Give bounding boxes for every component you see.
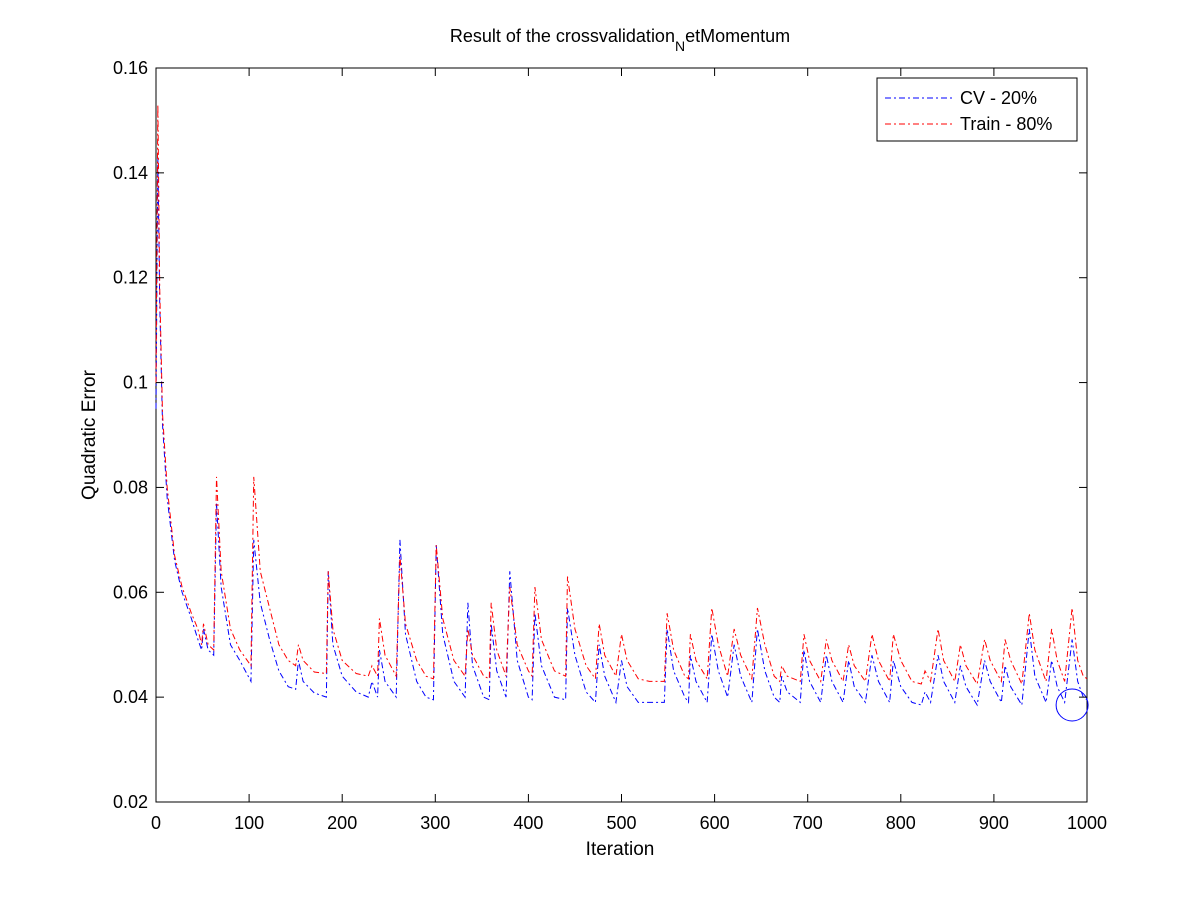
y-tick-label: 0.14: [113, 163, 148, 183]
x-tick-label: 300: [420, 813, 450, 833]
y-tick-label: 0.06: [113, 582, 148, 602]
x-tick-label: 200: [327, 813, 357, 833]
x-tick-label: 800: [886, 813, 916, 833]
x-tick-label: 400: [513, 813, 543, 833]
x-tick-label: 500: [606, 813, 636, 833]
series-layer: [155, 104, 1088, 707]
y-axis-label: Quadratic Error: [79, 369, 100, 500]
legend-box: [876, 77, 1078, 142]
x-tick-label: 700: [793, 813, 823, 833]
y-tick-label: 0.02: [113, 792, 148, 812]
annotation-layer: [1055, 688, 1089, 722]
x-tick-label: 600: [700, 813, 730, 833]
series-line-cv: [155, 157, 1088, 707]
y-tick-label: 0.08: [113, 477, 148, 497]
y-tick-label: 0.04: [113, 687, 148, 707]
series-line-train: [155, 104, 1088, 686]
x-tick-label: 1000: [1067, 813, 1107, 833]
y-tick-label: 0.12: [113, 268, 148, 288]
legend-label-train: Train - 80%: [960, 114, 1052, 134]
y-tick-label: 0.16: [113, 58, 148, 78]
legend-label-cv: CV - 20%: [960, 88, 1037, 108]
x-tick-label: 0: [151, 813, 161, 833]
x-tick-label: 900: [979, 813, 1009, 833]
tick-layer: 0 100 200 300 400 500 600 700 800 900 1000 0.02 0.04…: [113, 58, 1107, 833]
y-tick-label: 0.1: [123, 373, 148, 393]
x-tick-label: 100: [234, 813, 264, 833]
x-axis-label: Iteration: [586, 839, 655, 860]
plot-area: [155, 67, 1088, 803]
chart-title: Result of the crossvalidationNetMomentum: [450, 26, 790, 54]
legend: CV - 20% Train - 80%: [876, 77, 1078, 142]
min-point-marker: [1055, 688, 1089, 722]
